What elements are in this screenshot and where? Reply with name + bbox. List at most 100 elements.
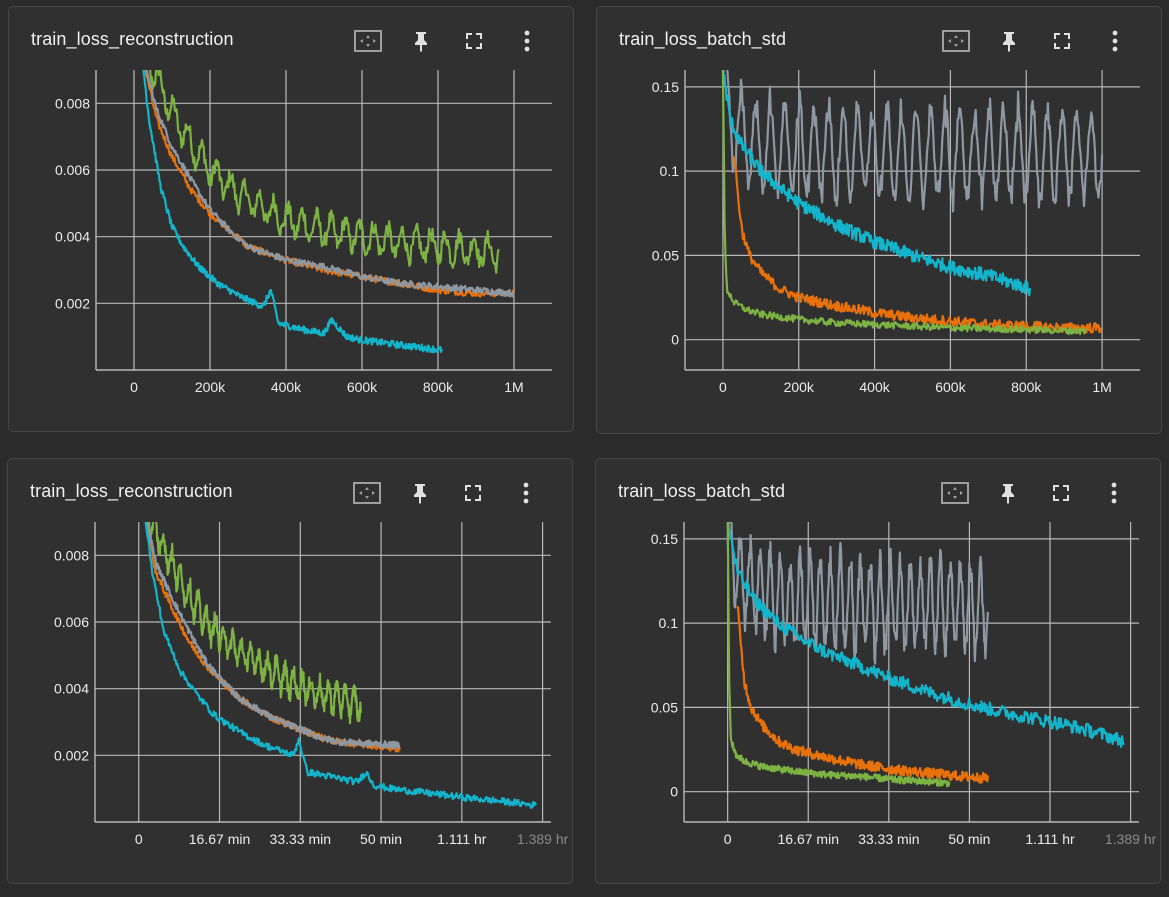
fit-domain-icon bbox=[353, 30, 382, 52]
fit-domain-icon bbox=[940, 482, 969, 504]
series-line[interactable] bbox=[144, 503, 537, 809]
y-tick-label: 0.002 bbox=[55, 295, 90, 311]
x-tick-label: 50 min bbox=[948, 831, 990, 847]
y-tick-label: 0 bbox=[670, 784, 678, 800]
pin-button[interactable] bbox=[393, 477, 446, 509]
more-options-button[interactable] bbox=[499, 477, 552, 509]
chart-plot-1[interactable]: 0 0.05 0.1 0.15 0 200k 400k 600k 800k 1M bbox=[652, 45, 1140, 395]
y-tick-label: 0.15 bbox=[652, 79, 679, 95]
x-tick-label: 1.111 hr bbox=[437, 831, 487, 847]
more-options-button[interactable] bbox=[500, 25, 553, 57]
y-tick-label: 0.15 bbox=[651, 531, 678, 547]
fullscreen-icon bbox=[1052, 485, 1069, 501]
fit-domain-button[interactable] bbox=[928, 477, 981, 509]
y-tick-label: 0 bbox=[671, 332, 679, 348]
series-line[interactable] bbox=[144, 491, 362, 725]
x-tick-label: 16.67 min bbox=[189, 831, 250, 847]
fullscreen-button[interactable] bbox=[1034, 477, 1087, 509]
fullscreen-button[interactable] bbox=[1035, 25, 1088, 57]
fit-domain-icon bbox=[352, 482, 381, 504]
x-tick-label: 400k bbox=[271, 379, 302, 395]
card-title: train_loss_reconstruction bbox=[30, 481, 233, 501]
y-tick-label: 0.05 bbox=[652, 247, 679, 263]
x-tick-label: 0 bbox=[135, 831, 143, 847]
series-line[interactable] bbox=[721, 70, 1032, 297]
fit-domain-button[interactable] bbox=[929, 25, 982, 57]
y-tick-label: 0.002 bbox=[54, 747, 89, 763]
fit-domain-button[interactable] bbox=[341, 25, 394, 57]
fullscreen-icon bbox=[464, 485, 481, 501]
fullscreen-icon bbox=[465, 33, 482, 49]
card-toolbar bbox=[340, 477, 552, 509]
series-line[interactable] bbox=[726, 520, 1125, 748]
series-line[interactable] bbox=[142, 51, 443, 354]
chart-plot-0[interactable]: 0.002 0.004 0.006 0.008 0 200k 400k 600k 800k 1M bbox=[55, 37, 552, 395]
fit-domain-icon bbox=[941, 30, 970, 52]
series-line[interactable] bbox=[721, 70, 1088, 336]
card-toolbar bbox=[929, 25, 1141, 57]
y-tick-label: 0.004 bbox=[55, 229, 90, 245]
y-tick-label: 0.1 bbox=[660, 163, 680, 179]
card-title: train_loss_batch_std bbox=[619, 29, 787, 49]
y-tick-label: 0.006 bbox=[55, 162, 90, 178]
x-tick-label: 16.67 min bbox=[778, 831, 839, 847]
series-line[interactable] bbox=[733, 156, 1103, 334]
pin-icon bbox=[1001, 484, 1014, 504]
x-tick-label: 200k bbox=[784, 379, 815, 395]
card-toolbar bbox=[928, 477, 1140, 509]
pin-icon bbox=[413, 484, 426, 504]
fullscreen-icon bbox=[1053, 33, 1070, 49]
y-tick-label: 0.008 bbox=[55, 95, 90, 111]
x-tick-label: 1M bbox=[504, 379, 523, 395]
series-line[interactable] bbox=[142, 37, 500, 274]
fit-domain-button[interactable] bbox=[340, 477, 393, 509]
series-line[interactable] bbox=[142, 51, 515, 298]
x-tick-label: 1.389 hr bbox=[1105, 831, 1157, 847]
pin-icon bbox=[414, 32, 427, 52]
series-line[interactable] bbox=[726, 503, 989, 665]
x-tick-label: 200k bbox=[195, 379, 226, 395]
card-toolbar bbox=[341, 25, 553, 57]
x-tick-label: 0 bbox=[724, 831, 732, 847]
series-line[interactable] bbox=[142, 51, 516, 298]
x-tick-label: 600k bbox=[935, 379, 966, 395]
y-tick-label: 0.006 bbox=[54, 614, 89, 630]
x-tick-label: 800k bbox=[1011, 379, 1042, 395]
x-tick-label: 0 bbox=[719, 379, 727, 395]
x-tick-label: 33.33 min bbox=[270, 831, 331, 847]
series-line[interactable] bbox=[144, 507, 401, 750]
x-tick-label: 400k bbox=[859, 379, 890, 395]
y-tick-label: 0.004 bbox=[54, 681, 89, 697]
x-tick-label: 0 bbox=[130, 379, 138, 395]
x-tick-label: 1.111 hr bbox=[1025, 831, 1075, 847]
more-vert-icon bbox=[523, 482, 528, 504]
fullscreen-button[interactable] bbox=[446, 477, 499, 509]
chart-card-batch-std-step: train_loss_batch_std bbox=[596, 6, 1162, 434]
more-vert-icon bbox=[524, 30, 529, 52]
series-line[interactable] bbox=[736, 606, 989, 784]
pin-button[interactable] bbox=[394, 25, 447, 57]
more-options-button[interactable] bbox=[1087, 477, 1140, 509]
pin-button[interactable] bbox=[982, 25, 1035, 57]
fullscreen-button[interactable] bbox=[447, 25, 500, 57]
x-tick-label: 1M bbox=[1092, 379, 1111, 395]
chart-card-reconstruction-time: train_loss_reconstruction bbox=[7, 458, 573, 884]
more-options-button[interactable] bbox=[1088, 25, 1141, 57]
card-title: train_loss_batch_std bbox=[618, 481, 786, 501]
x-tick-label: 50 min bbox=[360, 831, 402, 847]
more-vert-icon bbox=[1111, 482, 1116, 504]
series-line[interactable] bbox=[726, 521, 951, 788]
y-tick-label: 0.008 bbox=[54, 547, 89, 563]
more-vert-icon bbox=[1112, 30, 1117, 52]
series-line[interactable] bbox=[721, 45, 1104, 213]
x-tick-label: 1.389 hr bbox=[517, 831, 569, 847]
pin-button[interactable] bbox=[981, 477, 1034, 509]
x-tick-label: 33.33 min bbox=[858, 831, 919, 847]
chart-plot-2[interactable]: 0.002 0.004 0.006 0.008 0 16.67 min 33.33 min 5… bbox=[54, 491, 569, 847]
y-tick-label: 0.05 bbox=[651, 699, 678, 715]
x-tick-label: 600k bbox=[347, 379, 378, 395]
y-tick-label: 0.1 bbox=[659, 615, 679, 631]
card-title: train_loss_reconstruction bbox=[31, 29, 234, 49]
chart-plot-3[interactable]: 0 0.05 0.1 0.15 0 16.67 min 33.33 min 50 min 1.1… bbox=[651, 503, 1157, 847]
